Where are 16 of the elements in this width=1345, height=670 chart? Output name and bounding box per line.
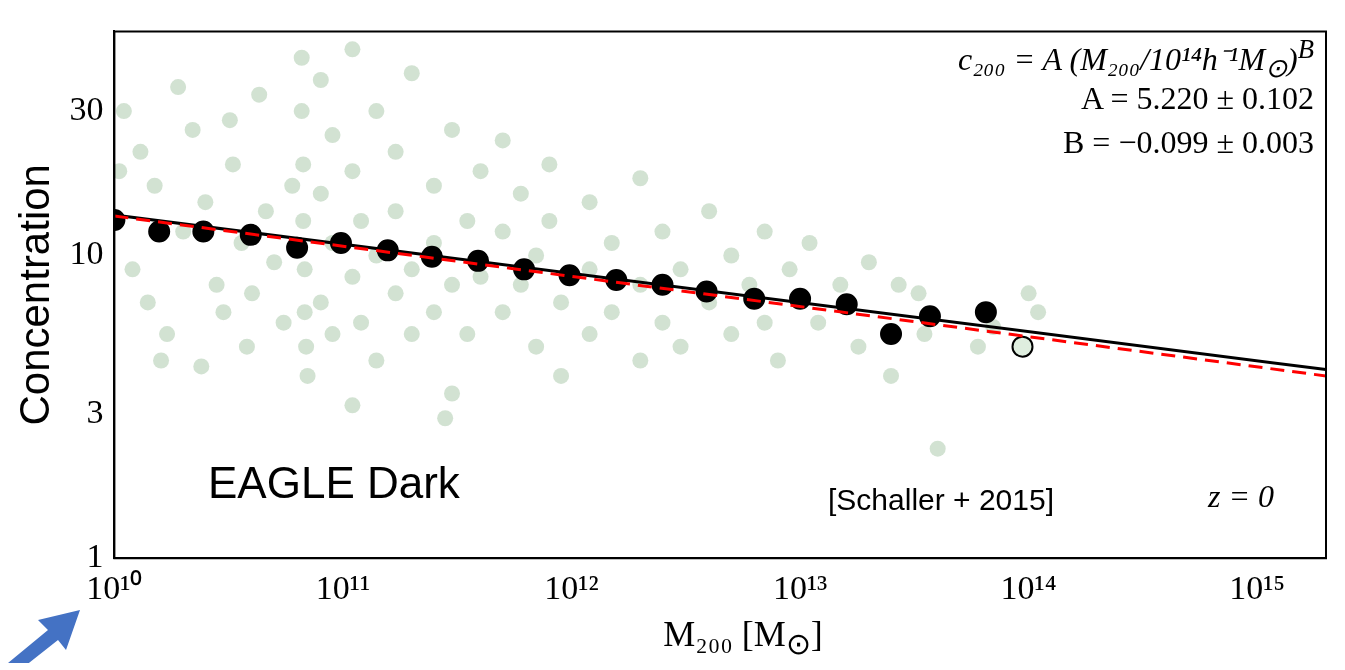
y-tick-label: 3 xyxy=(86,392,104,430)
annotation: [Schaller + 2015] xyxy=(828,483,1054,517)
point xyxy=(148,220,171,243)
y-tick-label: 30 xyxy=(69,90,104,127)
annotation: EAGLE Dark xyxy=(208,458,460,508)
point xyxy=(880,323,903,346)
annotation: z = 0 xyxy=(1208,478,1275,515)
x-tick-label: 10¹⁵ xyxy=(1229,568,1286,606)
annotation: B = −0.099 ± 0.003 xyxy=(1063,124,1314,161)
x-tick-label: 10¹⁴ xyxy=(1000,568,1057,606)
y-axis-title: Concentration xyxy=(10,164,58,426)
x-axis-title: M₂₀₀ [M$_{⊙}$] xyxy=(662,612,824,661)
x-tick-label: 10¹¹ xyxy=(315,568,371,606)
x-tick-label: 10¹² xyxy=(544,568,599,606)
y-tick-label: 10 xyxy=(69,234,104,272)
x-tick-label: 10¹³ xyxy=(772,568,828,606)
